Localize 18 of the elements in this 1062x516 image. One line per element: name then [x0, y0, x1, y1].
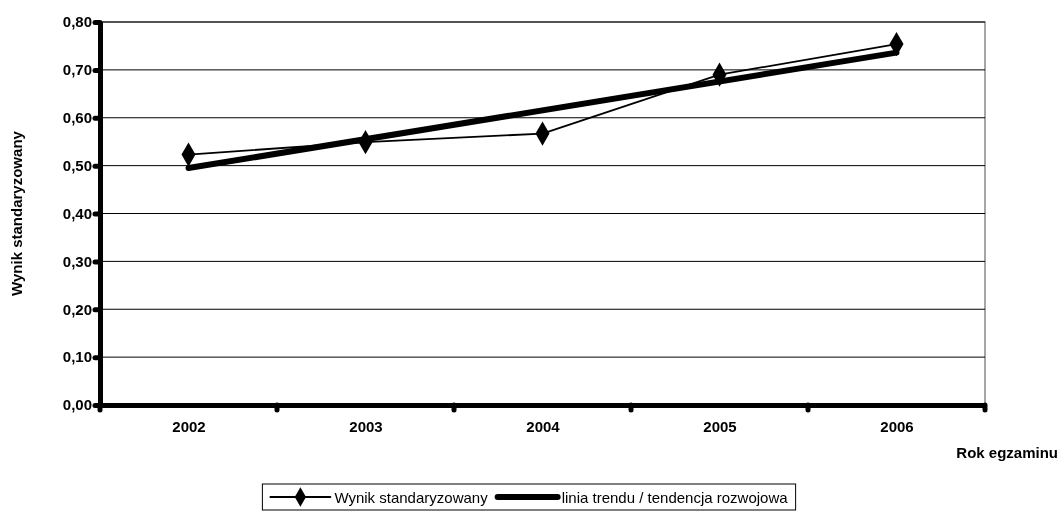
y-tick-label: 0,20 — [62, 300, 92, 318]
y-tick-label: 0,50 — [62, 156, 92, 174]
y-tick-label: 0,00 — [62, 396, 92, 414]
legend-label: Wynik standaryzowany — [334, 489, 489, 506]
x-tick-label: 2006 — [880, 417, 914, 435]
legend-label: linia trendu / tendencja rozwojowa — [561, 489, 789, 506]
y-tick-label: 0,70 — [62, 61, 92, 79]
y-tick-label: 0,10 — [62, 348, 92, 366]
x-tick-label: 2004 — [526, 417, 561, 435]
y-tick-label: 0,40 — [62, 204, 92, 222]
x-tick-label: 2003 — [349, 417, 383, 435]
x-tick-label: 2005 — [703, 417, 737, 435]
x-axis-title: Rok egzaminu — [956, 444, 1058, 461]
y-tick-label: 0,80 — [62, 13, 92, 31]
y-axis-title: Wynik standaryzowany — [8, 130, 25, 296]
y-tick-label: 0,30 — [62, 252, 92, 270]
y-tick-label: 0,60 — [62, 109, 92, 127]
x-tick-label: 2002 — [172, 417, 206, 435]
